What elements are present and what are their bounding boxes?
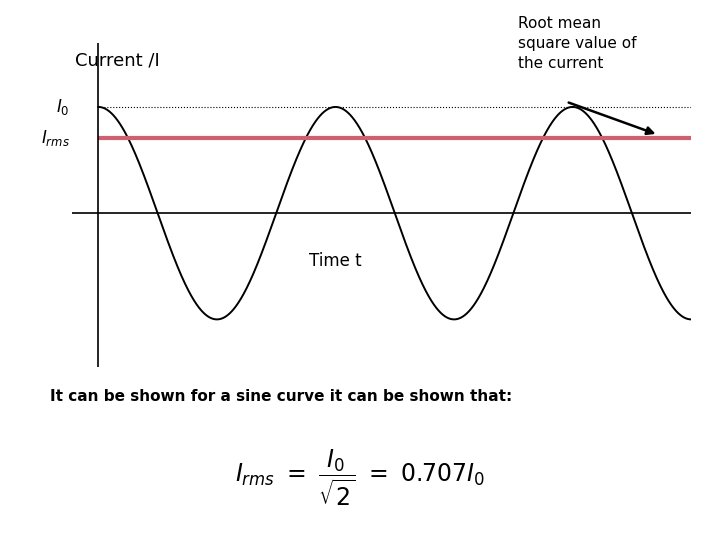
Text: $\mathit{I}_0$: $\mathit{I}_0$ bbox=[56, 97, 69, 117]
Text: Root mean
square value of
the current: Root mean square value of the current bbox=[518, 16, 637, 71]
Text: $\mathit{I}_{rms}\ =\ \dfrac{\mathit{I}_0}{\sqrt{2}}\ =\ 0.707\mathit{I}_0$: $\mathit{I}_{rms}\ =\ \dfrac{\mathit{I}_… bbox=[235, 448, 485, 508]
Text: It can be shown for a sine curve it can be shown that:: It can be shown for a sine curve it can … bbox=[50, 389, 513, 404]
Text: $\mathit{I}_{rms}$: $\mathit{I}_{rms}$ bbox=[40, 128, 69, 148]
Text: Time t: Time t bbox=[309, 252, 362, 270]
Text: Current /I: Current /I bbox=[75, 52, 159, 70]
